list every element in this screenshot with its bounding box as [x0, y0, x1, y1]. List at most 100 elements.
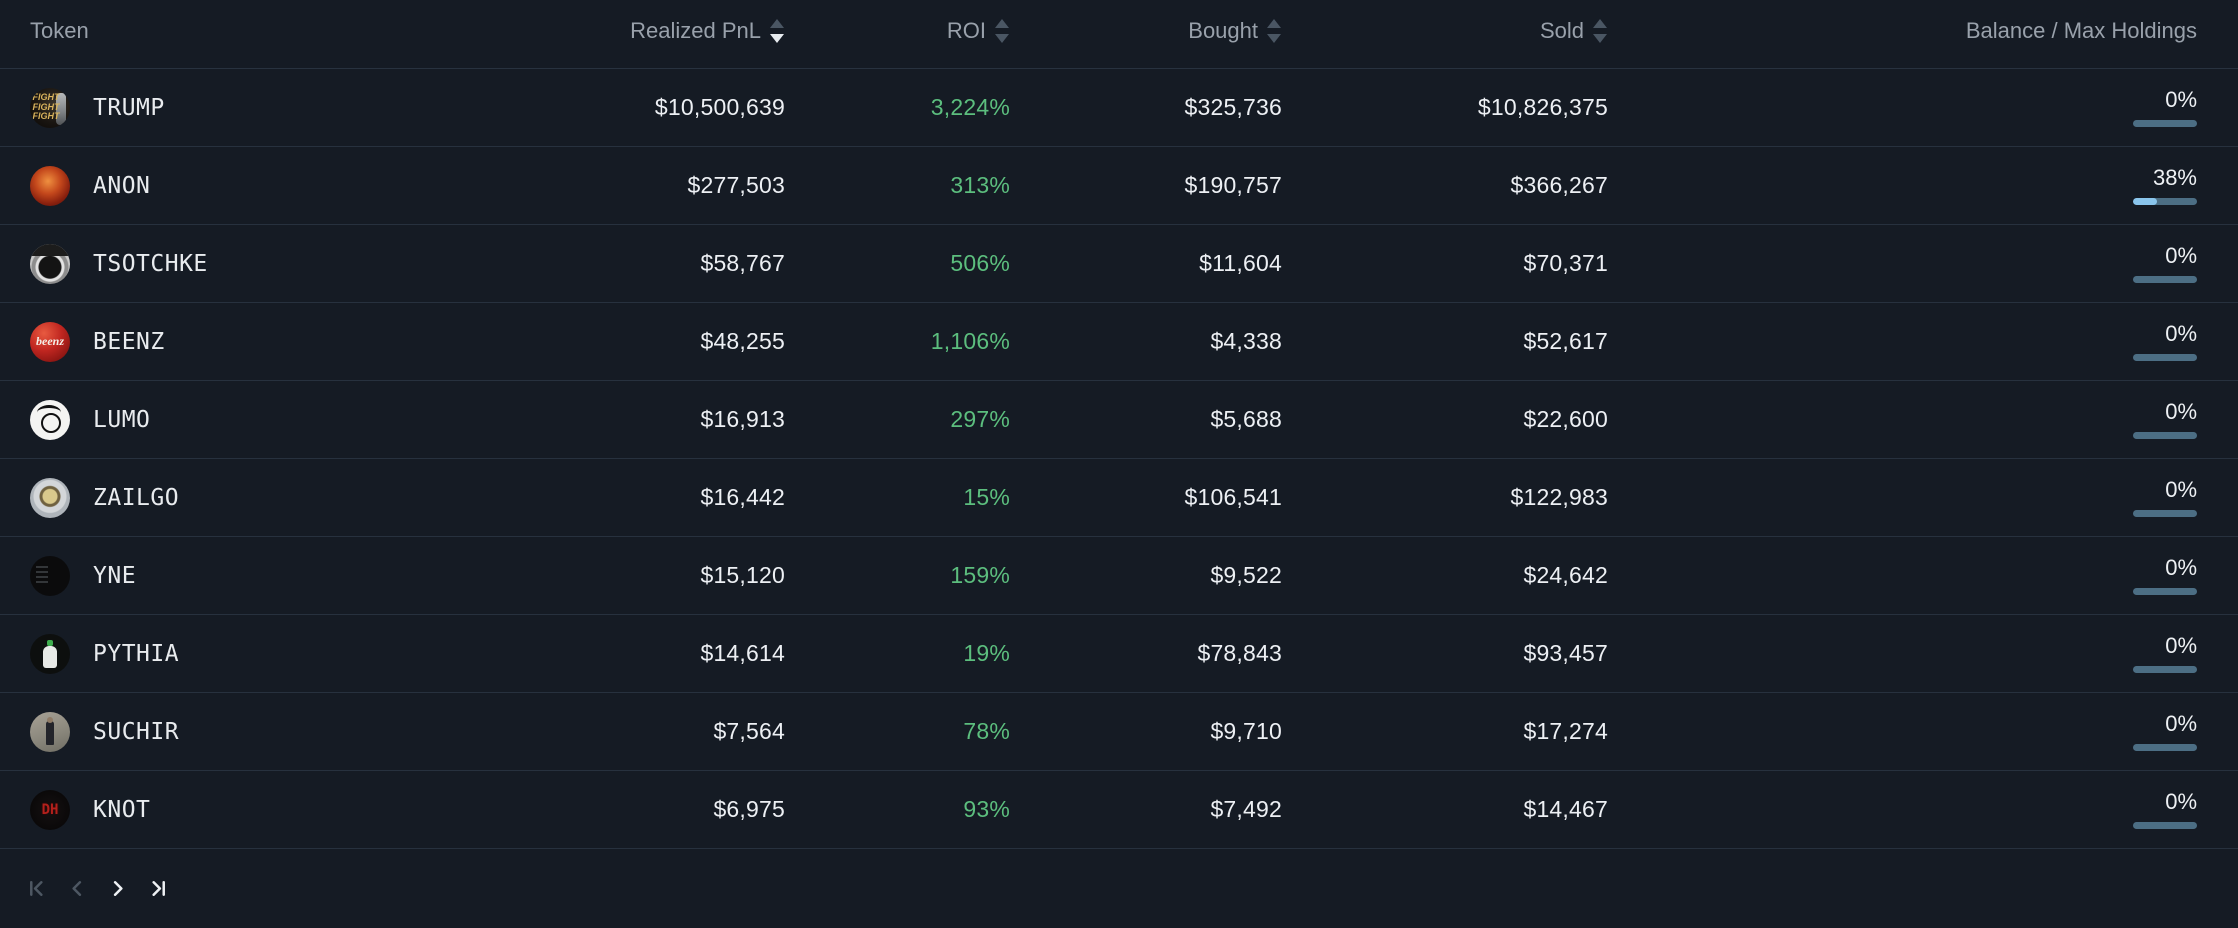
balance-indicator: 0% — [2133, 790, 2197, 829]
balance-progress-track — [2133, 119, 2197, 127]
roi-value: 159% — [950, 562, 1010, 588]
realized-pnl-cell: $16,913 — [430, 406, 785, 433]
token-icon-anon — [30, 165, 70, 206]
realized-pnl-value: $6,975 — [713, 796, 785, 822]
column-header-sold[interactable]: Sold — [1282, 18, 1608, 45]
balance-cell: 0% — [1608, 244, 2238, 283]
token-symbol: YNE — [93, 562, 137, 589]
bought-value: $106,541 — [1184, 484, 1282, 510]
balance-cell: 0% — [1608, 320, 2238, 361]
token-cell: beenz BEENZ — [0, 321, 430, 362]
balance-indicator: 0% — [2133, 244, 2197, 283]
token-cell: YNE — [0, 555, 430, 596]
column-label-token: Token — [30, 18, 89, 43]
balance-cell: 0% — [1608, 790, 2238, 829]
column-header-balance-max-holdings: Balance / Max Holdings — [1608, 18, 2238, 44]
table-row-pythia[interactable]: PYTHIA $14,614 19% $78,843 $93,457 0% — [0, 615, 2238, 693]
column-header-roi[interactable]: ROI — [785, 18, 1010, 45]
balance-percent: 0% — [2165, 710, 2197, 736]
sold-value: $10,826,375 — [1477, 94, 1608, 120]
sold-cell: $22,600 — [1282, 406, 1608, 433]
roi-value: 1,106% — [930, 328, 1010, 354]
bought-value: $4,338 — [1210, 328, 1282, 354]
roi-cell: 313% — [785, 172, 1010, 199]
realized-pnl-value: $7,564 — [713, 718, 785, 744]
token-icon-text: beenz — [36, 334, 64, 348]
realized-pnl-value: $48,255 — [700, 328, 785, 354]
first-page-button[interactable] — [26, 877, 49, 900]
balance-progress-fill — [2133, 197, 2158, 205]
table-row-zailgo[interactable]: ZAILGO $16,442 15% $106,541 $122,983 0% — [0, 459, 2238, 537]
table-row-yne[interactable]: YNE $15,120 159% $9,522 $24,642 0% — [0, 537, 2238, 615]
bought-value: $190,757 — [1184, 172, 1282, 198]
balance-cell: 0% — [1608, 86, 2238, 127]
sort-icon-realized-pnl — [770, 18, 784, 43]
balance-percent: 0% — [2165, 476, 2197, 502]
token-symbol: KNOT — [93, 796, 151, 823]
token-icon-text: DH — [41, 801, 59, 818]
token-icon-yne — [30, 555, 70, 596]
column-label-bought: Bought — [1188, 18, 1258, 43]
token-cell: TSOTCHKE — [0, 243, 430, 284]
bought-cell: $106,541 — [1010, 484, 1282, 511]
bought-cell: $11,604 — [1010, 250, 1282, 277]
chevron-left-icon — [72, 881, 82, 896]
balance-indicator: 0% — [2133, 398, 2197, 439]
table-row-trump[interactable]: FIGHT FIGHT FIGHT TRUMP $10,500,639 3,22… — [0, 69, 2238, 147]
balance-indicator: 0% — [2133, 320, 2197, 361]
table-row-knot[interactable]: DH KNOT $6,975 93% $7,492 $14,467 0% — [0, 771, 2238, 849]
sold-cell: $52,617 — [1282, 328, 1608, 355]
balance-progress-track — [2133, 743, 2197, 751]
roi-cell: 3,224% — [785, 94, 1010, 121]
realized-pnl-cell: $10,500,639 — [430, 94, 785, 121]
bought-value: $9,522 — [1210, 562, 1282, 588]
sold-cell: $17,274 — [1282, 718, 1608, 745]
realized-pnl-cell: $6,975 — [430, 796, 785, 823]
token-icon-knot: DH — [30, 789, 70, 830]
token-icon-zailgo — [30, 477, 70, 518]
table-row-anon[interactable]: ANON $277,503 313% $190,757 $366,267 38% — [0, 147, 2238, 225]
table-row-beenz[interactable]: beenz BEENZ $48,255 1,106% $4,338 $52,61… — [0, 303, 2238, 381]
sort-icon-roi — [995, 18, 1009, 43]
realized-pnl-cell: $7,564 — [430, 718, 785, 745]
balance-percent: 0% — [2165, 320, 2197, 346]
token-cell: ANON — [0, 165, 430, 206]
token-symbol: LUMO — [93, 406, 151, 433]
realized-pnl-cell: $48,255 — [430, 328, 785, 355]
table-row-tsotchke[interactable]: TSOTCHKE $58,767 506% $11,604 $70,371 0% — [0, 225, 2238, 303]
table-row-lumo[interactable]: LUMO $16,913 297% $5,688 $22,600 0% — [0, 381, 2238, 459]
column-label-roi: ROI — [946, 18, 986, 43]
sold-cell: $70,371 — [1282, 250, 1608, 277]
last-page-button[interactable] — [146, 877, 169, 900]
sort-icon-sold — [1593, 18, 1607, 43]
token-symbol: PYTHIA — [93, 640, 180, 667]
balance-cell: 0% — [1608, 398, 2238, 439]
balance-percent: 0% — [2165, 86, 2197, 112]
token-icon-pythia — [30, 633, 70, 674]
last-page-icon — [152, 881, 165, 896]
balance-progress-track — [2133, 431, 2197, 439]
balance-percent: 0% — [2165, 398, 2197, 424]
sold-value: $93,457 — [1523, 640, 1608, 666]
next-page-button[interactable] — [106, 877, 129, 900]
roi-cell: 506% — [785, 250, 1010, 277]
bought-value: $325,736 — [1184, 94, 1282, 120]
balance-progress-track — [2133, 821, 2197, 829]
table-row-suchir[interactable]: SUCHIR $7,564 78% $9,710 $17,274 0% — [0, 693, 2238, 771]
realized-pnl-cell: $14,614 — [430, 640, 785, 667]
realized-pnl-value: $58,767 — [700, 250, 785, 276]
balance-progress-track — [2133, 665, 2197, 673]
previous-page-button[interactable] — [66, 877, 89, 900]
column-header-bought[interactable]: Bought — [1010, 18, 1282, 45]
balance-percent: 0% — [2165, 554, 2197, 580]
balance-progress-track — [2133, 197, 2197, 205]
realized-pnl-value: $277,503 — [687, 172, 785, 198]
bought-value: $78,843 — [1197, 640, 1282, 666]
table-header: Token Realized PnL ROI Bought Sold — [0, 0, 2238, 69]
bought-cell: $7,492 — [1010, 796, 1282, 823]
sort-icon-bought — [1267, 18, 1281, 43]
column-header-realized-pnl[interactable]: Realized PnL — [430, 18, 785, 45]
balance-indicator: 0% — [2133, 554, 2197, 595]
column-header-token: Token — [0, 18, 430, 44]
